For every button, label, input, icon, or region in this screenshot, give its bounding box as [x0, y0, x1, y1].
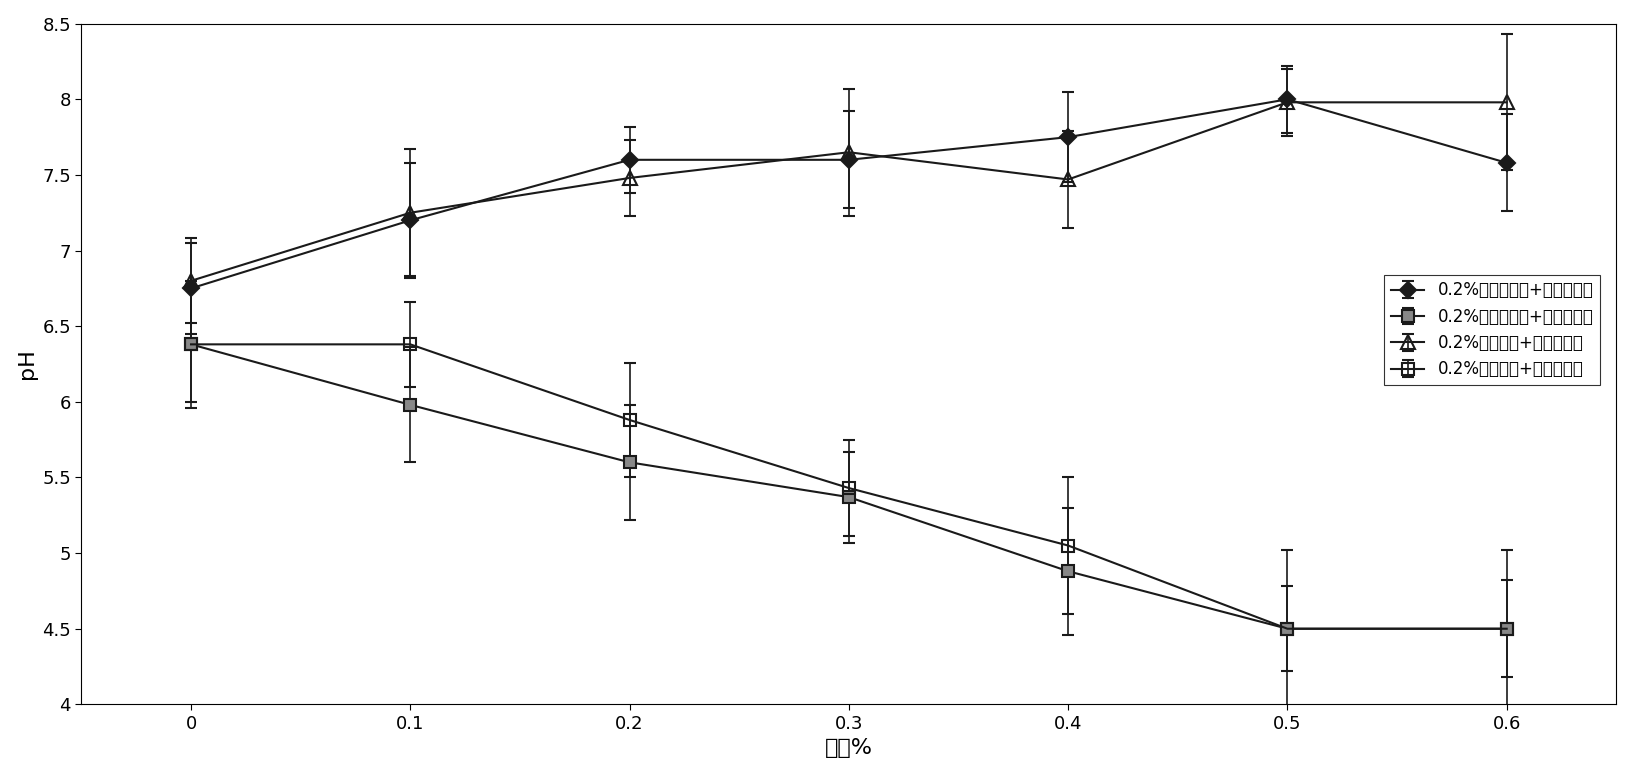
X-axis label: 含量%: 含量%: [824, 739, 873, 758]
Legend: 0.2%玉米浆干粉+磷酸氢二锨, 0.2%玉米浆干粉+磷酸二氢锨, 0.2%糖蜜干粉+磷酸氢二锨, 0.2%糖蜜干粉+磷酸二氢锨: 0.2%玉米浆干粉+磷酸氢二锨, 0.2%玉米浆干粉+磷酸二氢锨, 0.2%糖蜜…: [1384, 275, 1599, 385]
Y-axis label: pH: pH: [16, 349, 36, 380]
